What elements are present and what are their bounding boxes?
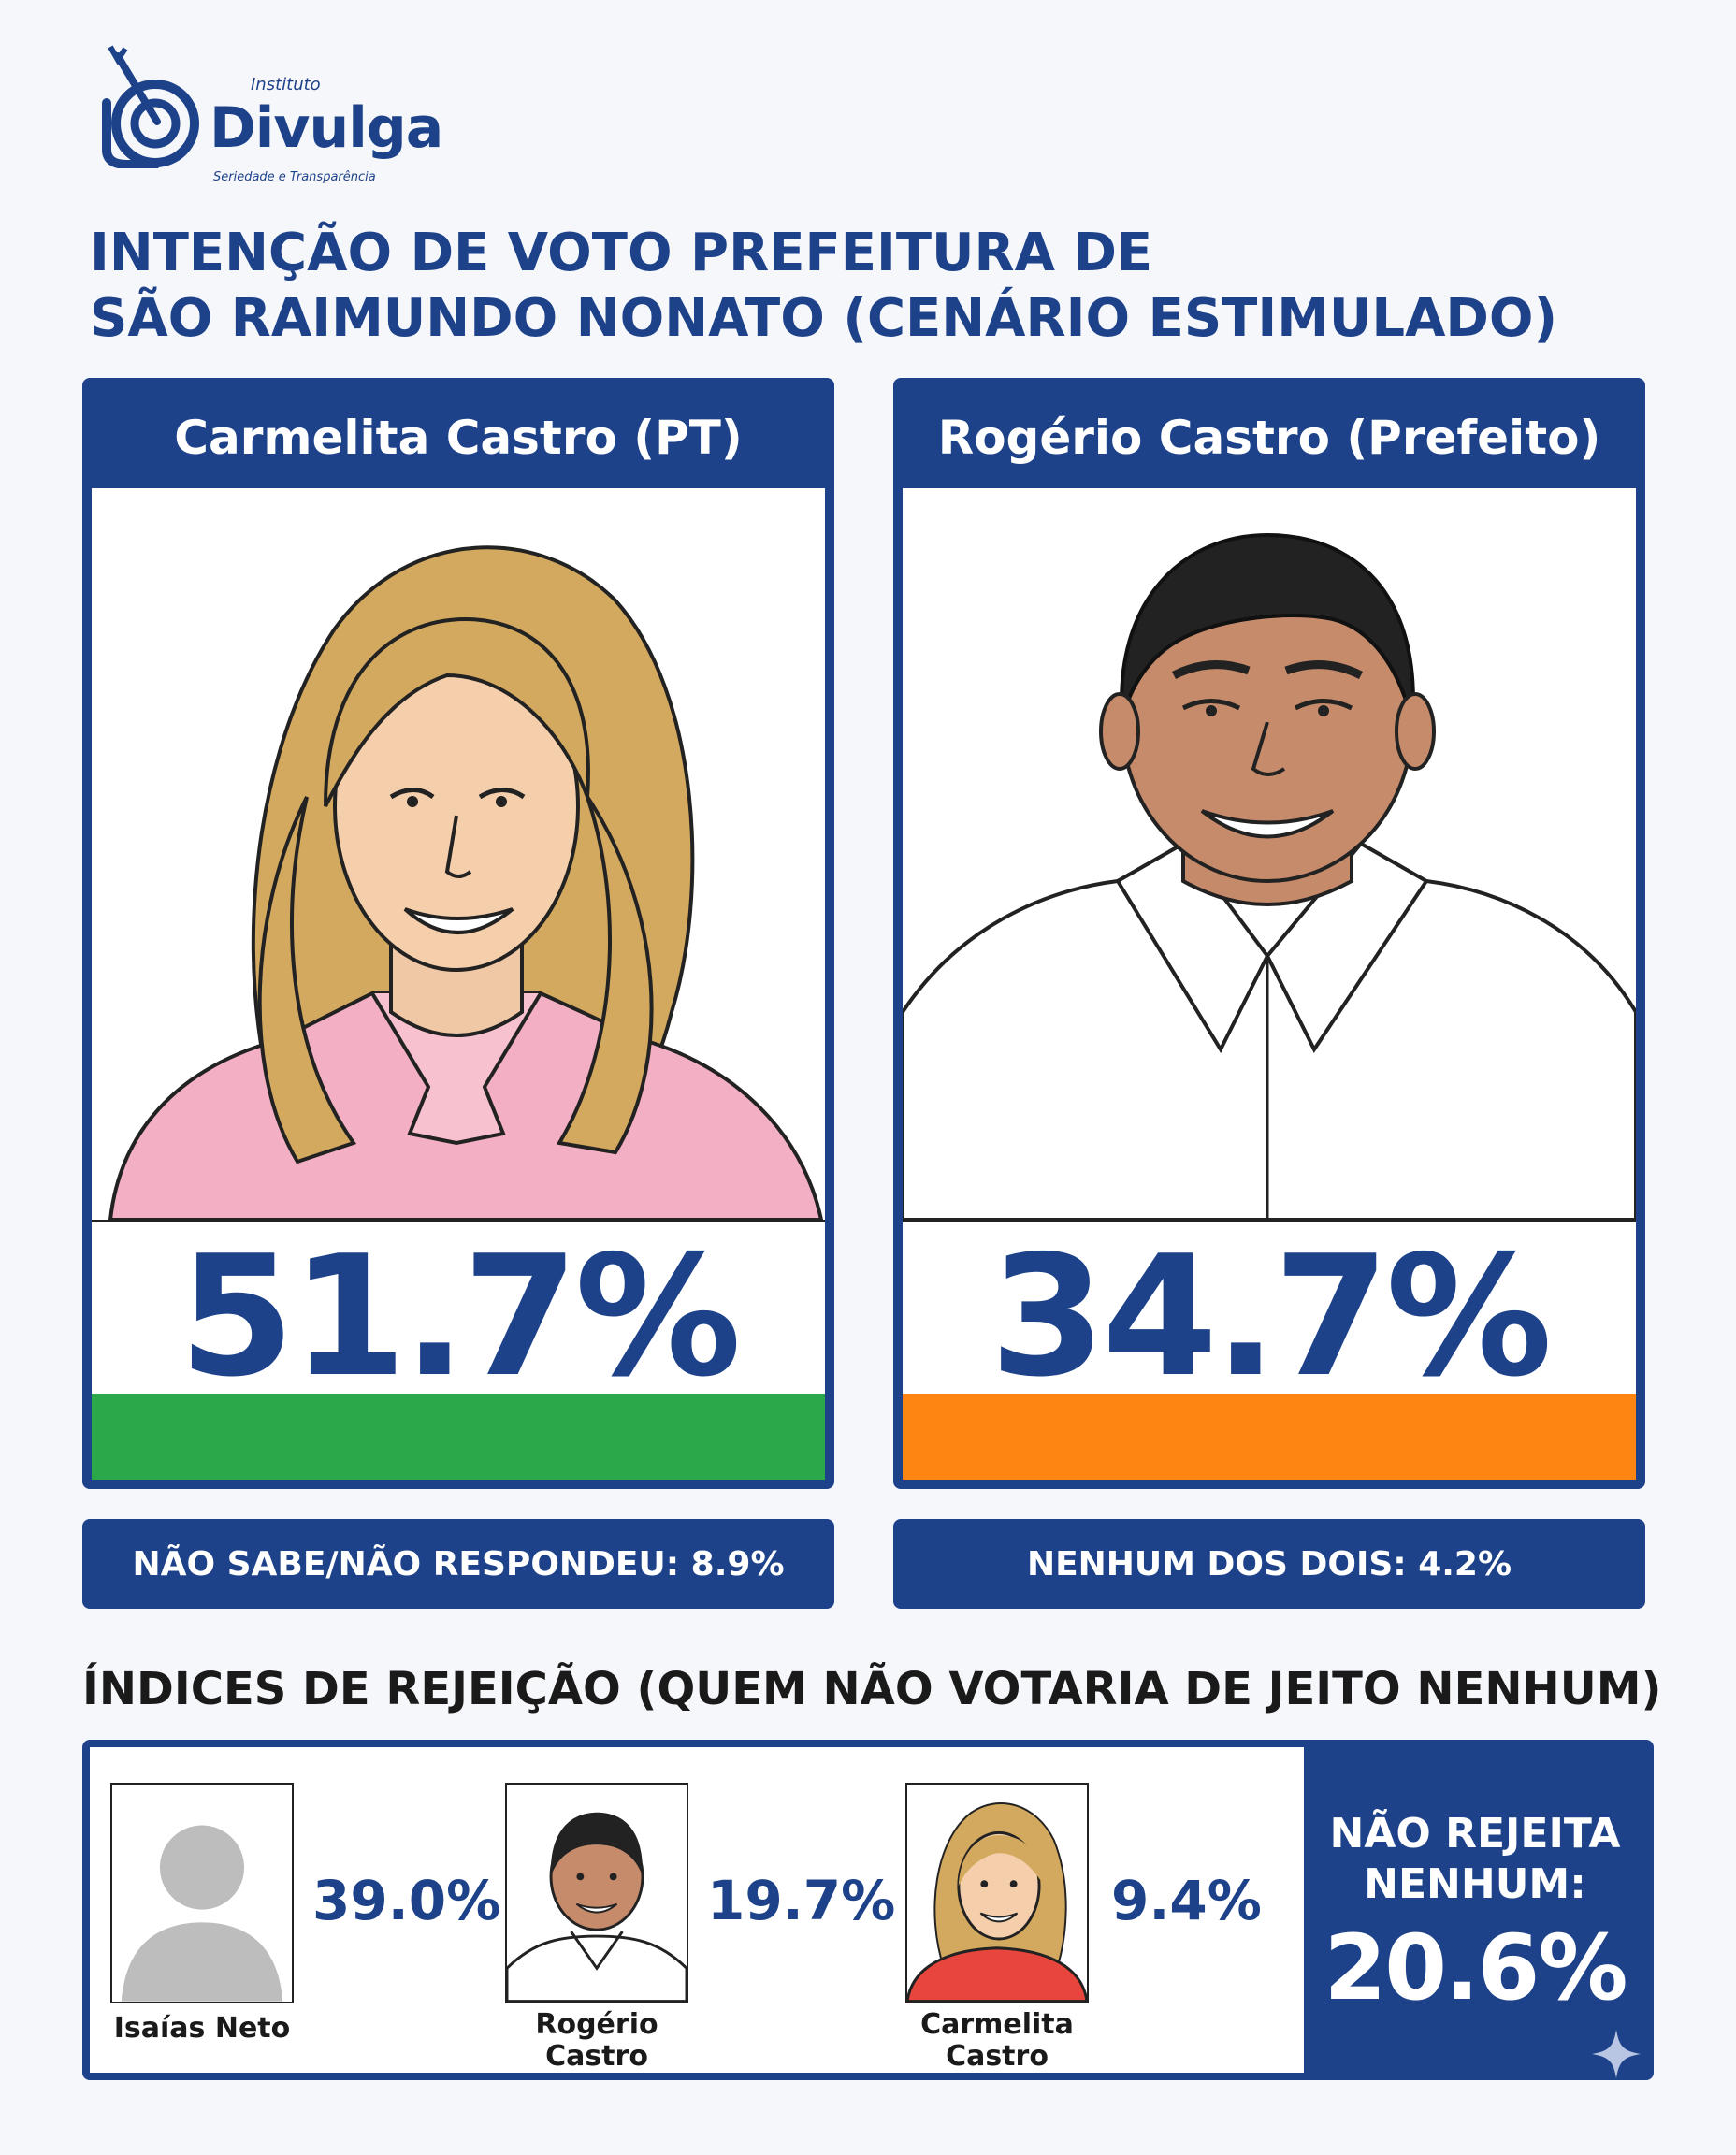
rejection-title: ÍNDICES DE REJEIÇÃO (QUEM NÃO VOTARIA DE… <box>82 1663 1662 1715</box>
rejection-name-line-2: Castro <box>946 2040 1049 2073</box>
candidate-percent: 51.7% <box>179 1219 742 1413</box>
avatar-carmelita <box>905 1783 1089 2003</box>
rejection-item-rogerio: Rogério Castro 19.7% <box>501 1747 904 2073</box>
title-line-1: INTENÇÃO DE VOTO PREFEITURA DE <box>90 223 1153 283</box>
candidate-card-carmelita: Carmelita Castro (PT) <box>82 378 834 1489</box>
candidate-name: Carmelita Castro (PT) <box>92 387 825 488</box>
avatar-placeholder <box>110 1783 294 2003</box>
candidate-card-rogerio: Rogério Castro (Prefeito) <box>893 378 1645 1489</box>
no-rejection-label-line-2: NENHUM: <box>1364 1860 1586 1908</box>
logo-small-text: Instituto <box>251 75 321 94</box>
rejection-name: Rogério Castro <box>501 2009 692 2073</box>
target-arrow-icon <box>102 45 199 168</box>
no-rejection-value: 20.6% <box>1324 1916 1628 2020</box>
rejection-name: Isaías Neto <box>113 2012 291 2045</box>
rejection-value: 19.7% <box>707 1869 896 1932</box>
rejection-item-carmelita: Carmelita Castro 9.4% <box>904 1747 1306 2073</box>
sparkle-icon <box>1592 2030 1641 2078</box>
logo-name: Divulga <box>210 95 443 161</box>
rejection-item-isaias: Isaías Neto 39.0% <box>90 1747 501 2073</box>
title-line-2: SÃO RAIMUNDO NONATO (CENÁRIO ESTIMULADO) <box>90 288 1558 349</box>
vote-bar-fill <box>92 1394 825 1480</box>
logo-tagline: Seriedade e Transparência <box>213 170 376 184</box>
rejection-name-line-1: Carmelita <box>920 2008 1074 2041</box>
avatar-rogerio <box>505 1783 688 2003</box>
page-title: INTENÇÃO DE VOTO PREFEITURA DE SÃO RAIMU… <box>90 221 1661 352</box>
candidate-portrait-carmelita <box>92 488 825 1222</box>
candidate-name: Rogério Castro (Prefeito) <box>903 387 1636 488</box>
rejection-name: Carmelita Castro <box>904 2009 1091 2073</box>
rejection-name-line-2: Castro <box>545 2040 648 2073</box>
brand-logo: Instituto Divulga Seriedade e Transparên… <box>90 37 464 184</box>
no-rejection-panel: NÃO REJEITA NENHUM: 20.6% <box>1304 1747 1646 2073</box>
no-rejection-label-line-1: NÃO REJEITA <box>1329 1810 1621 1858</box>
candidate-percent: 34.7% <box>990 1219 1553 1413</box>
rejection-value: 9.4% <box>1111 1869 1262 1932</box>
vote-bar-track <box>903 1394 1636 1480</box>
rejection-value: 39.0% <box>312 1869 501 1932</box>
no-rejection-label: NÃO REJEITA NENHUM: <box>1304 1809 1646 1910</box>
rejection-panel: Isaías Neto 39.0% Rogério Castro 19.7% <box>82 1740 1654 2080</box>
neither-badge: NENHUM DOS DOIS: 4.2% <box>893 1519 1645 1609</box>
rejection-name-line-1: Rogério <box>535 2008 658 2041</box>
vote-bar-track <box>92 1394 825 1480</box>
vote-bar-fill <box>903 1394 1636 1480</box>
undecided-badge: NÃO SABE/NÃO RESPONDEU: 8.9% <box>82 1519 834 1609</box>
candidate-portrait-rogerio <box>903 488 1636 1222</box>
